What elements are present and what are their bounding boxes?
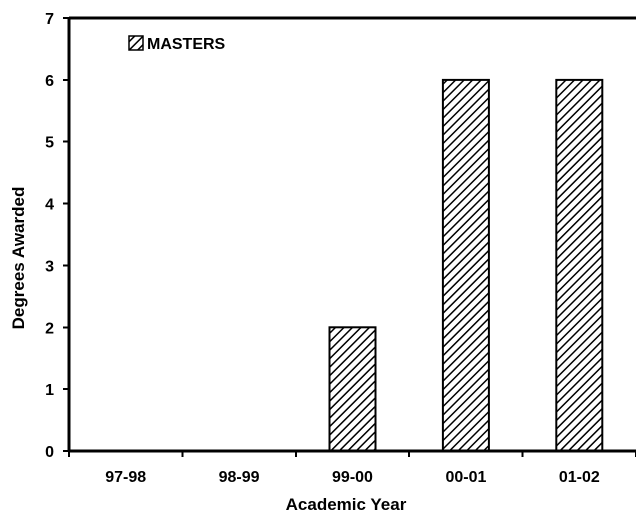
y-tick-label: 2	[45, 320, 54, 337]
legend: MASTERS	[128, 35, 226, 53]
legend-label-masters: MASTERS	[147, 36, 226, 53]
axis-layer	[67, 16, 636, 453]
bar-00-01	[441, 78, 490, 453]
y-tick-label: 1	[45, 382, 54, 399]
y-tick-label: 6	[45, 73, 54, 90]
y-axis-label: Degrees Awarded	[9, 187, 28, 330]
bar-01-02	[555, 78, 604, 453]
x-tick-label: 00-01	[445, 469, 486, 486]
x-tick-label: 98-99	[219, 469, 260, 486]
ticks-layer: 0 1 2 3 4 5 6 7 97-98 98-99 99-00 00-01 01-02	[45, 11, 636, 486]
bar-99-00	[328, 326, 377, 452]
x-tick-label: 99-00	[332, 469, 373, 486]
y-tick-label: 4	[45, 197, 54, 214]
y-tick-label: 7	[45, 11, 54, 28]
x-tick-label: 97-98	[105, 469, 146, 486]
y-tick-label: 3	[45, 258, 54, 275]
bars-layer	[328, 78, 604, 453]
x-axis-label: Academic Year	[286, 495, 407, 514]
y-tick-label: 0	[45, 444, 54, 461]
legend-swatch-masters	[128, 35, 144, 51]
x-tick-label: 01-02	[559, 469, 600, 486]
y-tick-label: 5	[45, 135, 54, 152]
